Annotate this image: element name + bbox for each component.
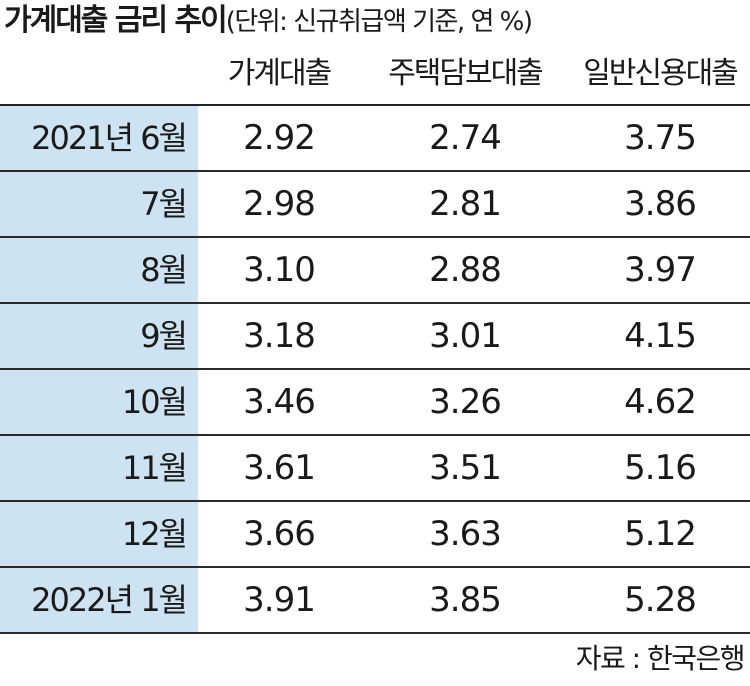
cell-mortgage-loans: 3.85 — [429, 580, 502, 620]
column-header-mortgage-loans: 주택담보대출 — [388, 56, 544, 91]
cell-credit-loans: 3.86 — [624, 184, 697, 224]
row-label: 11월 — [0, 436, 198, 500]
row-label: 9월 — [0, 304, 198, 368]
cell-mortgage-loans: 2.74 — [429, 118, 502, 158]
cell-household-loans: 3.46 — [243, 382, 316, 422]
cell-credit-loans: 5.16 — [624, 448, 697, 488]
cell-credit-loans: 5.12 — [624, 514, 697, 554]
cell-credit-loans: 3.75 — [624, 118, 697, 158]
row-label: 12월 — [0, 502, 198, 566]
cell-household-loans: 3.91 — [243, 580, 316, 620]
title-row: 가계대출 금리 추이(단위: 신규취급액 기준, 연 %) — [4, 0, 748, 42]
cell-mortgage-loans: 2.81 — [429, 184, 502, 224]
column-header-credit-loans: 일반신용대출 — [583, 56, 739, 91]
table-row: 8월 3.10 2.88 3.97 — [0, 238, 750, 304]
cell-household-loans: 3.18 — [243, 316, 316, 356]
table-body: 2021년 6월 2.92 2.74 3.75 7월 2.98 2.81 3.86 8월 3.10… — [0, 106, 750, 634]
table-row: 11월 3.61 3.51 5.16 — [0, 436, 750, 502]
cell-household-loans: 3.61 — [243, 448, 316, 488]
cell-mortgage-loans: 3.26 — [429, 382, 502, 422]
cell-credit-loans: 5.28 — [624, 580, 697, 620]
table-row: 10월 3.46 3.26 4.62 — [0, 370, 750, 436]
table-row: 2021년 6월 2.92 2.74 3.75 — [0, 106, 750, 172]
cell-mortgage-loans: 2.88 — [429, 250, 502, 290]
cell-household-loans: 3.66 — [243, 514, 316, 554]
row-label: 7월 — [0, 172, 198, 236]
table-top-rule — [0, 104, 750, 106]
row-label: 2022년 1월 — [0, 568, 198, 632]
unit-note: (단위: 신규취급액 기준, 연 %) — [225, 7, 533, 37]
cell-household-loans: 2.92 — [243, 118, 316, 158]
cell-household-loans: 3.10 — [243, 250, 316, 290]
table-header: 가계대출 주택담보대출 일반신용대출 — [198, 50, 750, 98]
row-label: 2021년 6월 — [0, 106, 198, 170]
source-note: 자료 : 한국은행 — [575, 642, 746, 675]
table-row: 7월 2.98 2.81 3.86 — [0, 172, 750, 238]
row-label: 8월 — [0, 238, 198, 302]
cell-household-loans: 2.98 — [243, 184, 316, 224]
table-row: 12월 3.66 3.63 5.12 — [0, 502, 750, 568]
cell-credit-loans: 3.97 — [624, 250, 697, 290]
cell-mortgage-loans: 3.01 — [429, 316, 502, 356]
row-label: 10월 — [0, 370, 198, 434]
table-row: 9월 3.18 3.01 4.15 — [0, 304, 750, 370]
table-row: 2022년 1월 3.91 3.85 5.28 — [0, 568, 750, 634]
cell-mortgage-loans: 3.63 — [429, 514, 502, 554]
column-header-household-loans: 가계대출 — [227, 56, 332, 91]
cell-mortgage-loans: 3.51 — [429, 448, 502, 488]
cell-credit-loans: 4.15 — [624, 316, 697, 356]
cell-credit-loans: 4.62 — [624, 382, 697, 422]
chart-title: 가계대출 금리 추이 — [4, 3, 228, 38]
